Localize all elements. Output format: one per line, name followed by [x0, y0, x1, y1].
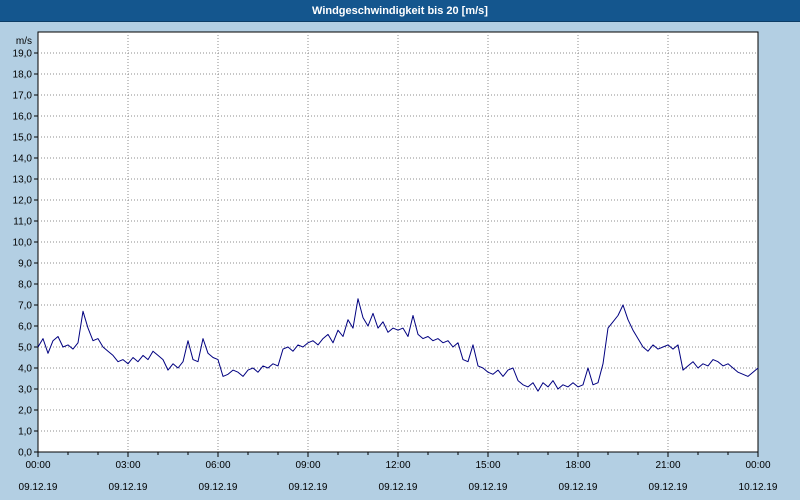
- x-time-label: 06:00: [205, 460, 230, 471]
- y-tick-label: 5,0: [18, 343, 32, 354]
- y-tick-label: 9,0: [18, 259, 32, 270]
- x-date-label: 10.12.19: [739, 482, 778, 493]
- x-date-label: 09.12.19: [289, 482, 328, 493]
- x-date-label: 09.12.19: [469, 482, 508, 493]
- y-axis-unit-label: m/s: [16, 36, 32, 47]
- y-tick-label: 1,0: [18, 427, 32, 438]
- wind-speed-chart: 0,0 1,0 2,0 3,0 4,0 5,0 6,0 7,0 8,0 9,0 10,0 11,0 12…: [13, 31, 778, 493]
- chart-area: 0,0 1,0 2,0 3,0 4,0 5,0 6,0 7,0 8,0 9,0 10,0 11,0 12…: [0, 22, 800, 500]
- wind-speed-line: [37, 298, 759, 392]
- y-tick-label: 12,0: [13, 196, 33, 207]
- y-tick-label: 8,0: [18, 280, 32, 291]
- x-date-label: 09.12.19: [379, 482, 418, 493]
- y-tick-label: 15,0: [13, 133, 33, 144]
- x-time-label: 09:00: [295, 460, 320, 471]
- y-tick-label: 13,0: [13, 175, 33, 186]
- x-time-label: 03:00: [115, 460, 140, 471]
- y-tick-label: 4,0: [18, 364, 32, 375]
- x-time-label: 00:00: [25, 460, 50, 471]
- y-tick-label: 19,0: [13, 49, 33, 60]
- window-title: Windgeschwindigkeit bis 20 [m/s]: [312, 5, 488, 17]
- y-tick-label: 17,0: [13, 91, 33, 102]
- title-bar: Windgeschwindigkeit bis 20 [m/s]: [0, 0, 800, 22]
- y-tick-label: 10,0: [13, 238, 33, 249]
- y-tick-label: 14,0: [13, 154, 33, 165]
- x-date-label: 09.12.19: [649, 482, 688, 493]
- y-tick-label: 16,0: [13, 112, 33, 123]
- y-tick-label: 18,0: [13, 70, 33, 81]
- x-time-label: 15:00: [475, 460, 500, 471]
- y-tick-label: 11,0: [13, 217, 32, 228]
- x-date-label: 09.12.19: [199, 482, 238, 493]
- x-date-label: 09.12.19: [109, 482, 148, 493]
- x-date-label: 09.12.19: [19, 482, 58, 493]
- x-time-label: 21:00: [655, 460, 680, 471]
- y-tick-label: 6,0: [18, 322, 32, 333]
- y-tick-label: 3,0: [18, 385, 32, 396]
- x-time-label: 18:00: [565, 460, 590, 471]
- y-tick-label: 7,0: [18, 301, 32, 312]
- y-tick-label: 0,0: [18, 448, 32, 459]
- x-time-label: 12:00: [385, 460, 410, 471]
- x-date-label: 09.12.19: [559, 482, 598, 493]
- x-time-label: 00:00: [745, 460, 770, 471]
- y-tick-label: 2,0: [18, 406, 32, 417]
